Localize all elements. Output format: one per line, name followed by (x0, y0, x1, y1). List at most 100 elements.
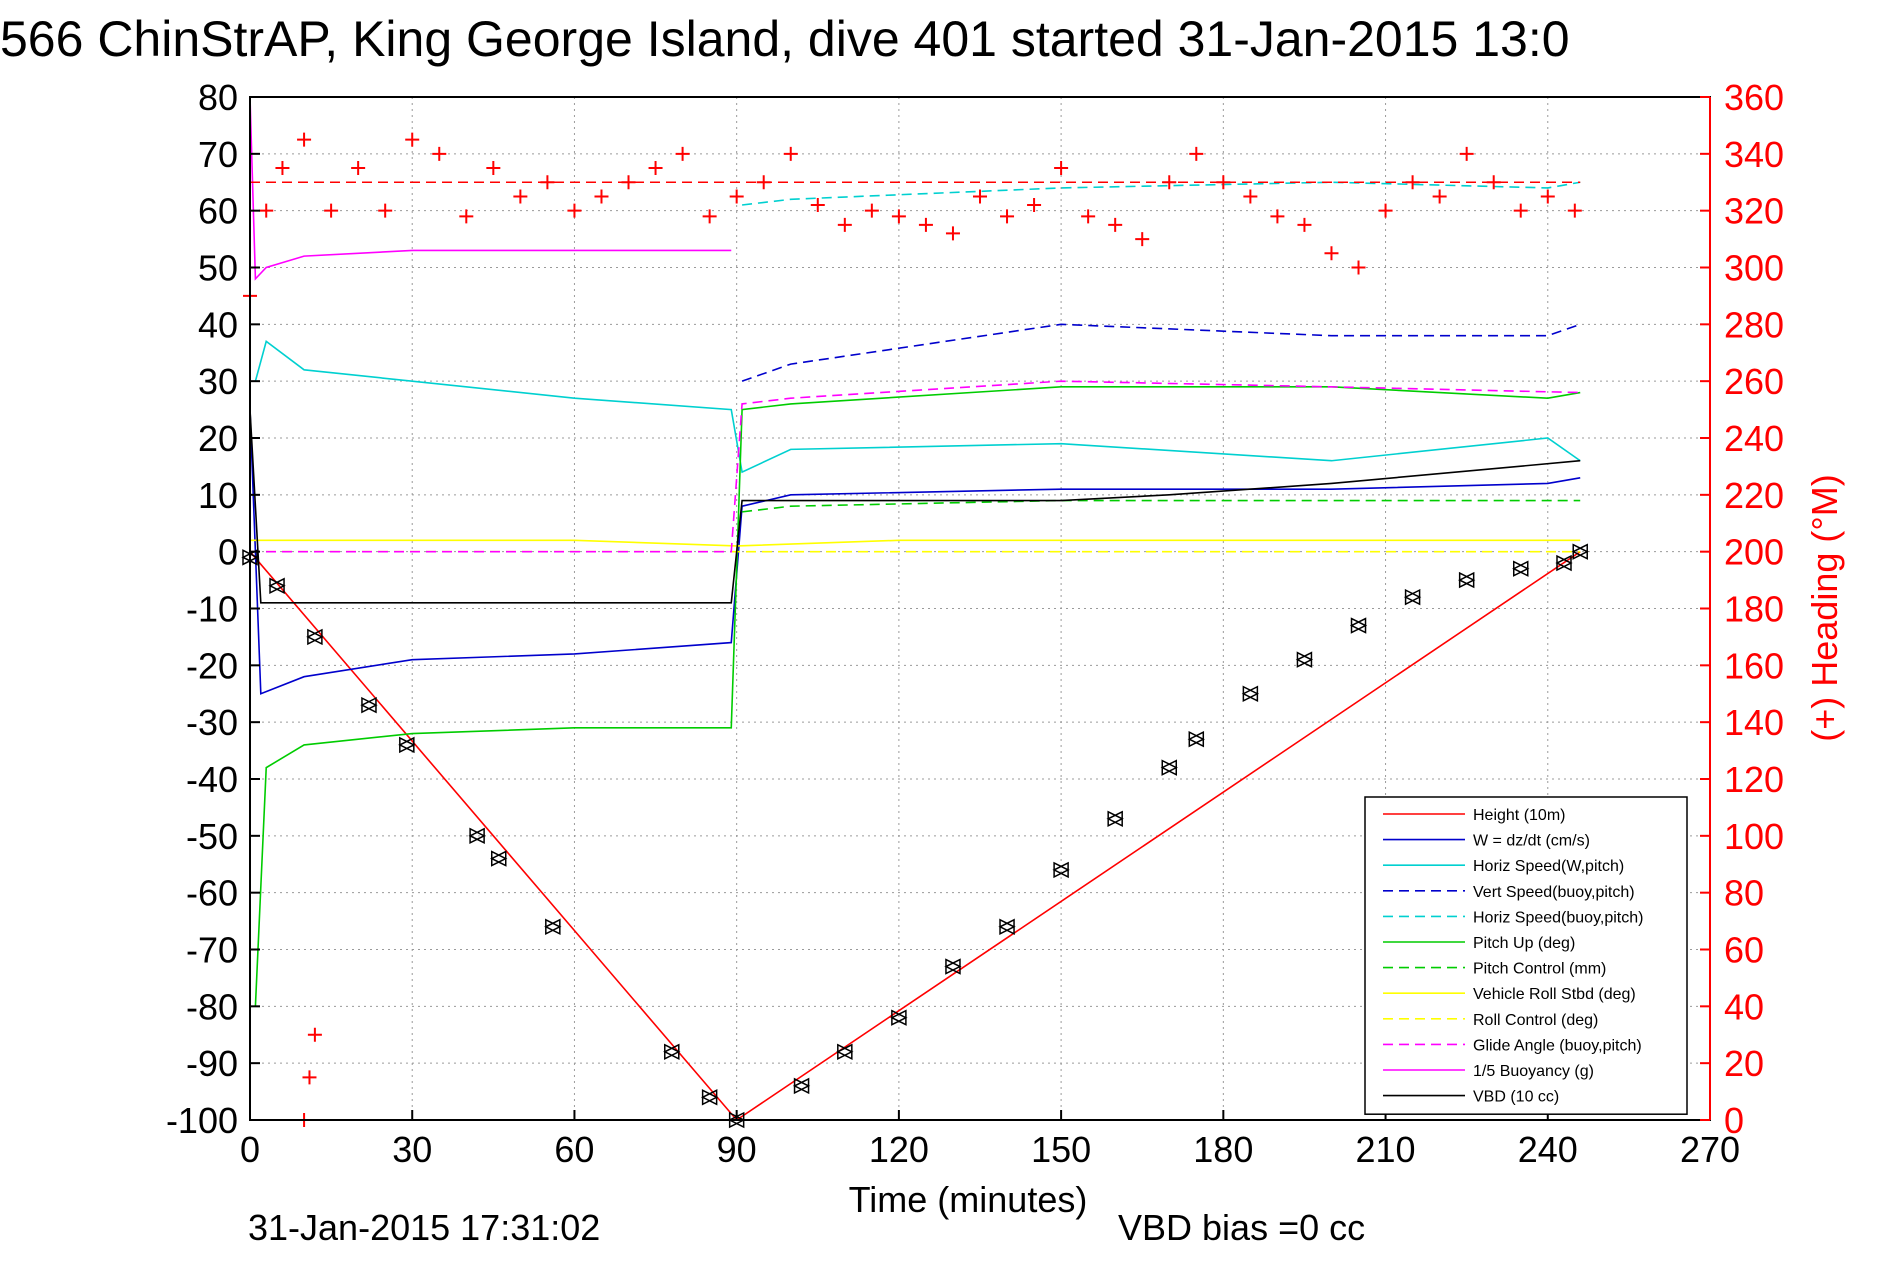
legend-box (1364, 796, 1688, 1115)
x-tick-label: 60 (554, 1129, 594, 1170)
y2-tick-label: 40 (1724, 986, 1764, 1027)
heading-marker (891, 209, 906, 224)
y-tick-label: 30 (198, 361, 238, 402)
heading-marker (783, 146, 798, 161)
depth-marker (1160, 759, 1178, 776)
y-tick-label: 20 (198, 418, 238, 459)
heading-marker (973, 189, 987, 204)
series-markers (243, 132, 1582, 303)
heading-marker (1432, 189, 1447, 204)
y2-tick-label: 140 (1724, 702, 1784, 743)
series-line (249, 96, 732, 281)
heading-marker (1027, 197, 1042, 212)
legend-label: Roll Control (deg) (1473, 1012, 1598, 1029)
y-tick-label: -30 (186, 702, 238, 743)
series-line (250, 380, 1581, 553)
heading-marker (1189, 146, 1204, 161)
heading-marker (275, 161, 290, 176)
depth-marker (468, 827, 486, 845)
right-axis-label: (+) Heading (°M) (1804, 474, 1845, 741)
y-tick-label: -50 (186, 816, 238, 857)
depth-marker (890, 1009, 908, 1026)
series-line (741, 181, 1581, 206)
y-tick-label: -80 (186, 986, 238, 1027)
depth-marker (268, 577, 286, 594)
heading-marker (432, 146, 447, 161)
heading-marker (1513, 203, 1528, 218)
depth-marker (1403, 588, 1422, 606)
x-tick-label: 240 (1518, 1129, 1578, 1170)
legend-label: Pitch Up (deg) (1473, 935, 1575, 952)
legend-label: Glide Angle (buoy,pitch) (1473, 1037, 1642, 1054)
y2-tick-label: 320 (1724, 191, 1784, 232)
y-tick-label: -70 (186, 930, 238, 971)
legend-label: Height (10m) (1473, 807, 1565, 824)
y-tick-label: 70 (198, 134, 238, 175)
y-tick-label: 0 (218, 532, 238, 573)
depth-marker (1241, 685, 1260, 702)
y2-tick-label: 100 (1724, 816, 1784, 857)
depth-marker (1349, 617, 1368, 634)
depth-marker (360, 696, 378, 714)
series-line (741, 323, 1581, 382)
x-tick-label: 180 (1193, 1129, 1253, 1170)
heading-marker (259, 203, 274, 218)
x-tick-label: 30 (392, 1129, 432, 1170)
y2-tick-label: 60 (1724, 930, 1764, 971)
ticks: 0 30 60 90 120 150 180 210 240 270-100-90-80-70-6… (166, 77, 1784, 1170)
depth-marker (792, 1077, 811, 1095)
series-line (254, 386, 1581, 1007)
heading-marker (648, 161, 663, 176)
y-tick-label: 60 (198, 191, 238, 232)
heading-marker (459, 209, 474, 224)
heading-marker (1081, 209, 1096, 224)
x-tick-label: 210 (1356, 1129, 1416, 1170)
depth-marker (1106, 810, 1124, 827)
heading-marker (702, 209, 717, 224)
depth-marker (398, 736, 416, 754)
heading-marker (1540, 189, 1555, 204)
y2-tick-label: 120 (1724, 759, 1784, 800)
y2-tick-label: 160 (1724, 645, 1784, 686)
depth-marker (306, 628, 324, 646)
heading-marker (378, 203, 393, 218)
depth-marker (1187, 731, 1205, 748)
depth-marker (1512, 560, 1530, 577)
heading-marker (729, 189, 744, 204)
legend-label: Horiz Speed(buoy,pitch) (1473, 909, 1643, 926)
legend-label: 1/5 Buoyancy (g) (1473, 1063, 1594, 1080)
legend-label: Vert Speed(buoy,pitch) (1473, 884, 1635, 901)
depth-marker (1555, 554, 1573, 572)
depth-marker (944, 958, 962, 975)
series-markers (297, 1027, 322, 1127)
series-line (249, 409, 1581, 604)
y2-tick-label: 280 (1724, 304, 1784, 345)
x-axis-label: Time (minutes) (849, 1179, 1088, 1220)
depth-marker (998, 918, 1016, 935)
y2-tick-label: 0 (1724, 1100, 1744, 1141)
x-tick-label: 270 (1680, 1129, 1740, 1170)
y2-tick-label: 360 (1724, 77, 1784, 118)
y2-tick-label: 340 (1724, 134, 1784, 175)
depth-marker (1457, 571, 1476, 589)
footer-timestamp: 31-Jan-2015 17:31:02 (248, 1207, 600, 1248)
y-tick-label: -90 (186, 1043, 238, 1084)
heading-marker (405, 132, 420, 147)
depth-marker (663, 1043, 681, 1061)
heading-marker (594, 189, 609, 204)
heading-marker (351, 161, 366, 176)
heading-marker (513, 189, 528, 204)
heading-marker (1459, 146, 1474, 161)
heading-marker (1567, 203, 1582, 218)
heading-marker (297, 132, 312, 147)
depth-marker (700, 1089, 719, 1106)
y2-tick-label: 20 (1724, 1043, 1764, 1084)
series-line (741, 499, 1581, 513)
depth-marker (1052, 861, 1070, 879)
y2-tick-label: 240 (1724, 418, 1784, 459)
heading-marker (837, 217, 852, 232)
heading-marker (1243, 189, 1258, 204)
heading-marker (1378, 203, 1393, 218)
x-tick-label: 0 (240, 1129, 260, 1170)
y-tick-label: -40 (186, 759, 238, 800)
